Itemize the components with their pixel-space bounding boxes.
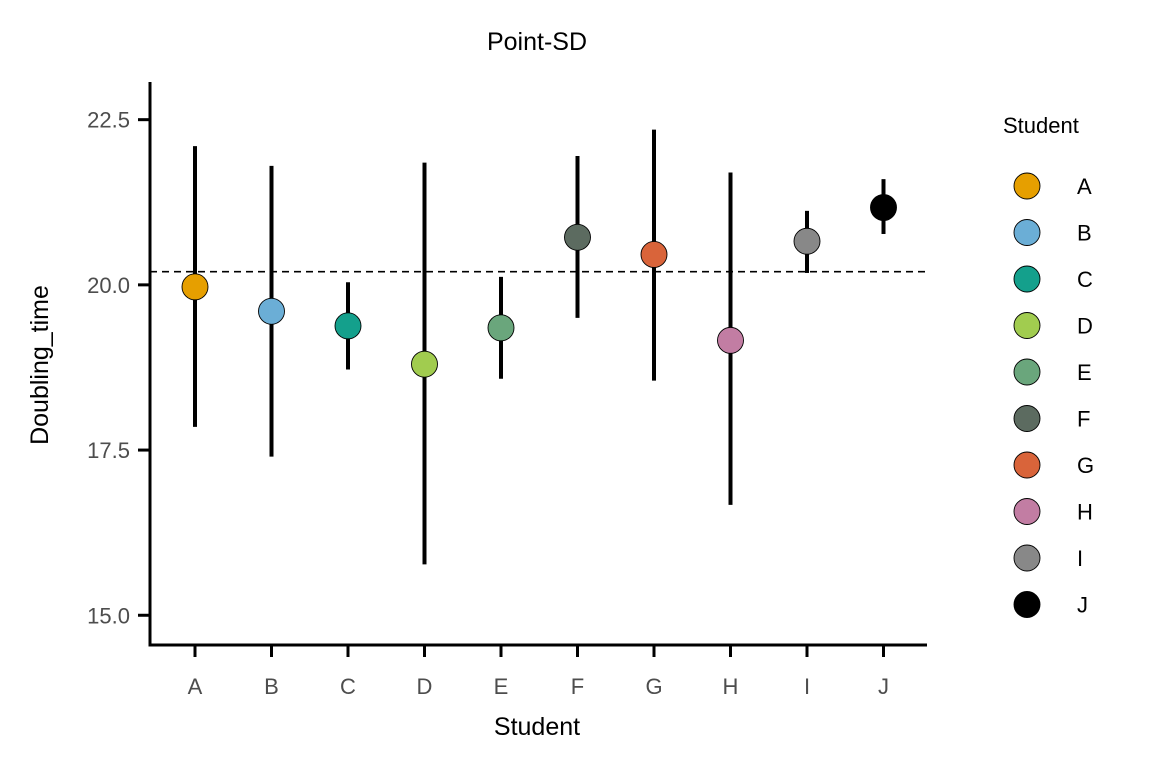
point-b bbox=[258, 297, 285, 325]
legend-key-b bbox=[1013, 219, 1041, 246]
legend-title: Student bbox=[1003, 113, 1079, 138]
point-d bbox=[411, 350, 438, 378]
point-f bbox=[564, 223, 591, 251]
x-tick-label-f: F bbox=[571, 674, 584, 699]
point-j bbox=[870, 194, 897, 222]
x-axis-title: Student bbox=[494, 713, 580, 741]
y-tick-label-2: 20.0 bbox=[87, 273, 130, 298]
legend-label-a: A bbox=[1077, 174, 1092, 199]
point-g bbox=[640, 241, 668, 268]
point-a bbox=[181, 273, 209, 301]
x-tick-label-e: E bbox=[494, 674, 509, 699]
legend-key-j bbox=[1013, 591, 1041, 618]
legend-label-j: J bbox=[1077, 593, 1088, 618]
x-tick-label-h: H bbox=[723, 674, 739, 699]
point-i bbox=[793, 227, 821, 255]
legend-key-a bbox=[1013, 172, 1041, 200]
x-tick-label-b: B bbox=[264, 674, 279, 699]
legend-label-h: H bbox=[1077, 500, 1093, 525]
legend-label-g: G bbox=[1077, 453, 1094, 478]
chart-title: Point-SD bbox=[487, 28, 587, 56]
point-h bbox=[717, 326, 744, 354]
legend-key-d bbox=[1013, 312, 1041, 339]
point-e bbox=[487, 314, 515, 342]
x-tick-label-j: J bbox=[878, 674, 889, 699]
legend-label-f: F bbox=[1077, 407, 1090, 432]
x-tick-label-d: D bbox=[417, 674, 433, 699]
legend-key-h bbox=[1013, 498, 1041, 525]
legend-label-e: E bbox=[1077, 360, 1092, 385]
legend-key-e bbox=[1013, 358, 1041, 386]
plot-area bbox=[150, 129, 927, 565]
legend-key-c bbox=[1013, 265, 1041, 293]
x-tick-label-g: G bbox=[645, 674, 662, 699]
legend-key-i bbox=[1013, 544, 1041, 572]
legend-label-i: I bbox=[1077, 546, 1083, 571]
x-tick-label-c: C bbox=[340, 674, 356, 699]
legend-label-b: B bbox=[1077, 221, 1092, 246]
x-tick-label-a: A bbox=[188, 674, 203, 699]
legend-label-d: D bbox=[1077, 314, 1093, 339]
y-axis: 15.0 17.5 20.0 22.5 bbox=[87, 82, 152, 647]
legend-key-g bbox=[1013, 451, 1041, 479]
y-axis-title: Doubling_time bbox=[26, 285, 54, 445]
y-tick-label-0: 15.0 bbox=[87, 603, 130, 628]
x-tick-label-i: I bbox=[804, 674, 810, 699]
point-c bbox=[334, 312, 362, 340]
legend-key-f bbox=[1013, 405, 1041, 432]
y-tick-label-3: 22.5 bbox=[87, 108, 130, 133]
y-tick-label-1: 17.5 bbox=[87, 438, 130, 463]
x-axis: A B C D E F G H I J bbox=[148, 643, 927, 699]
legend-label-c: C bbox=[1077, 267, 1093, 292]
